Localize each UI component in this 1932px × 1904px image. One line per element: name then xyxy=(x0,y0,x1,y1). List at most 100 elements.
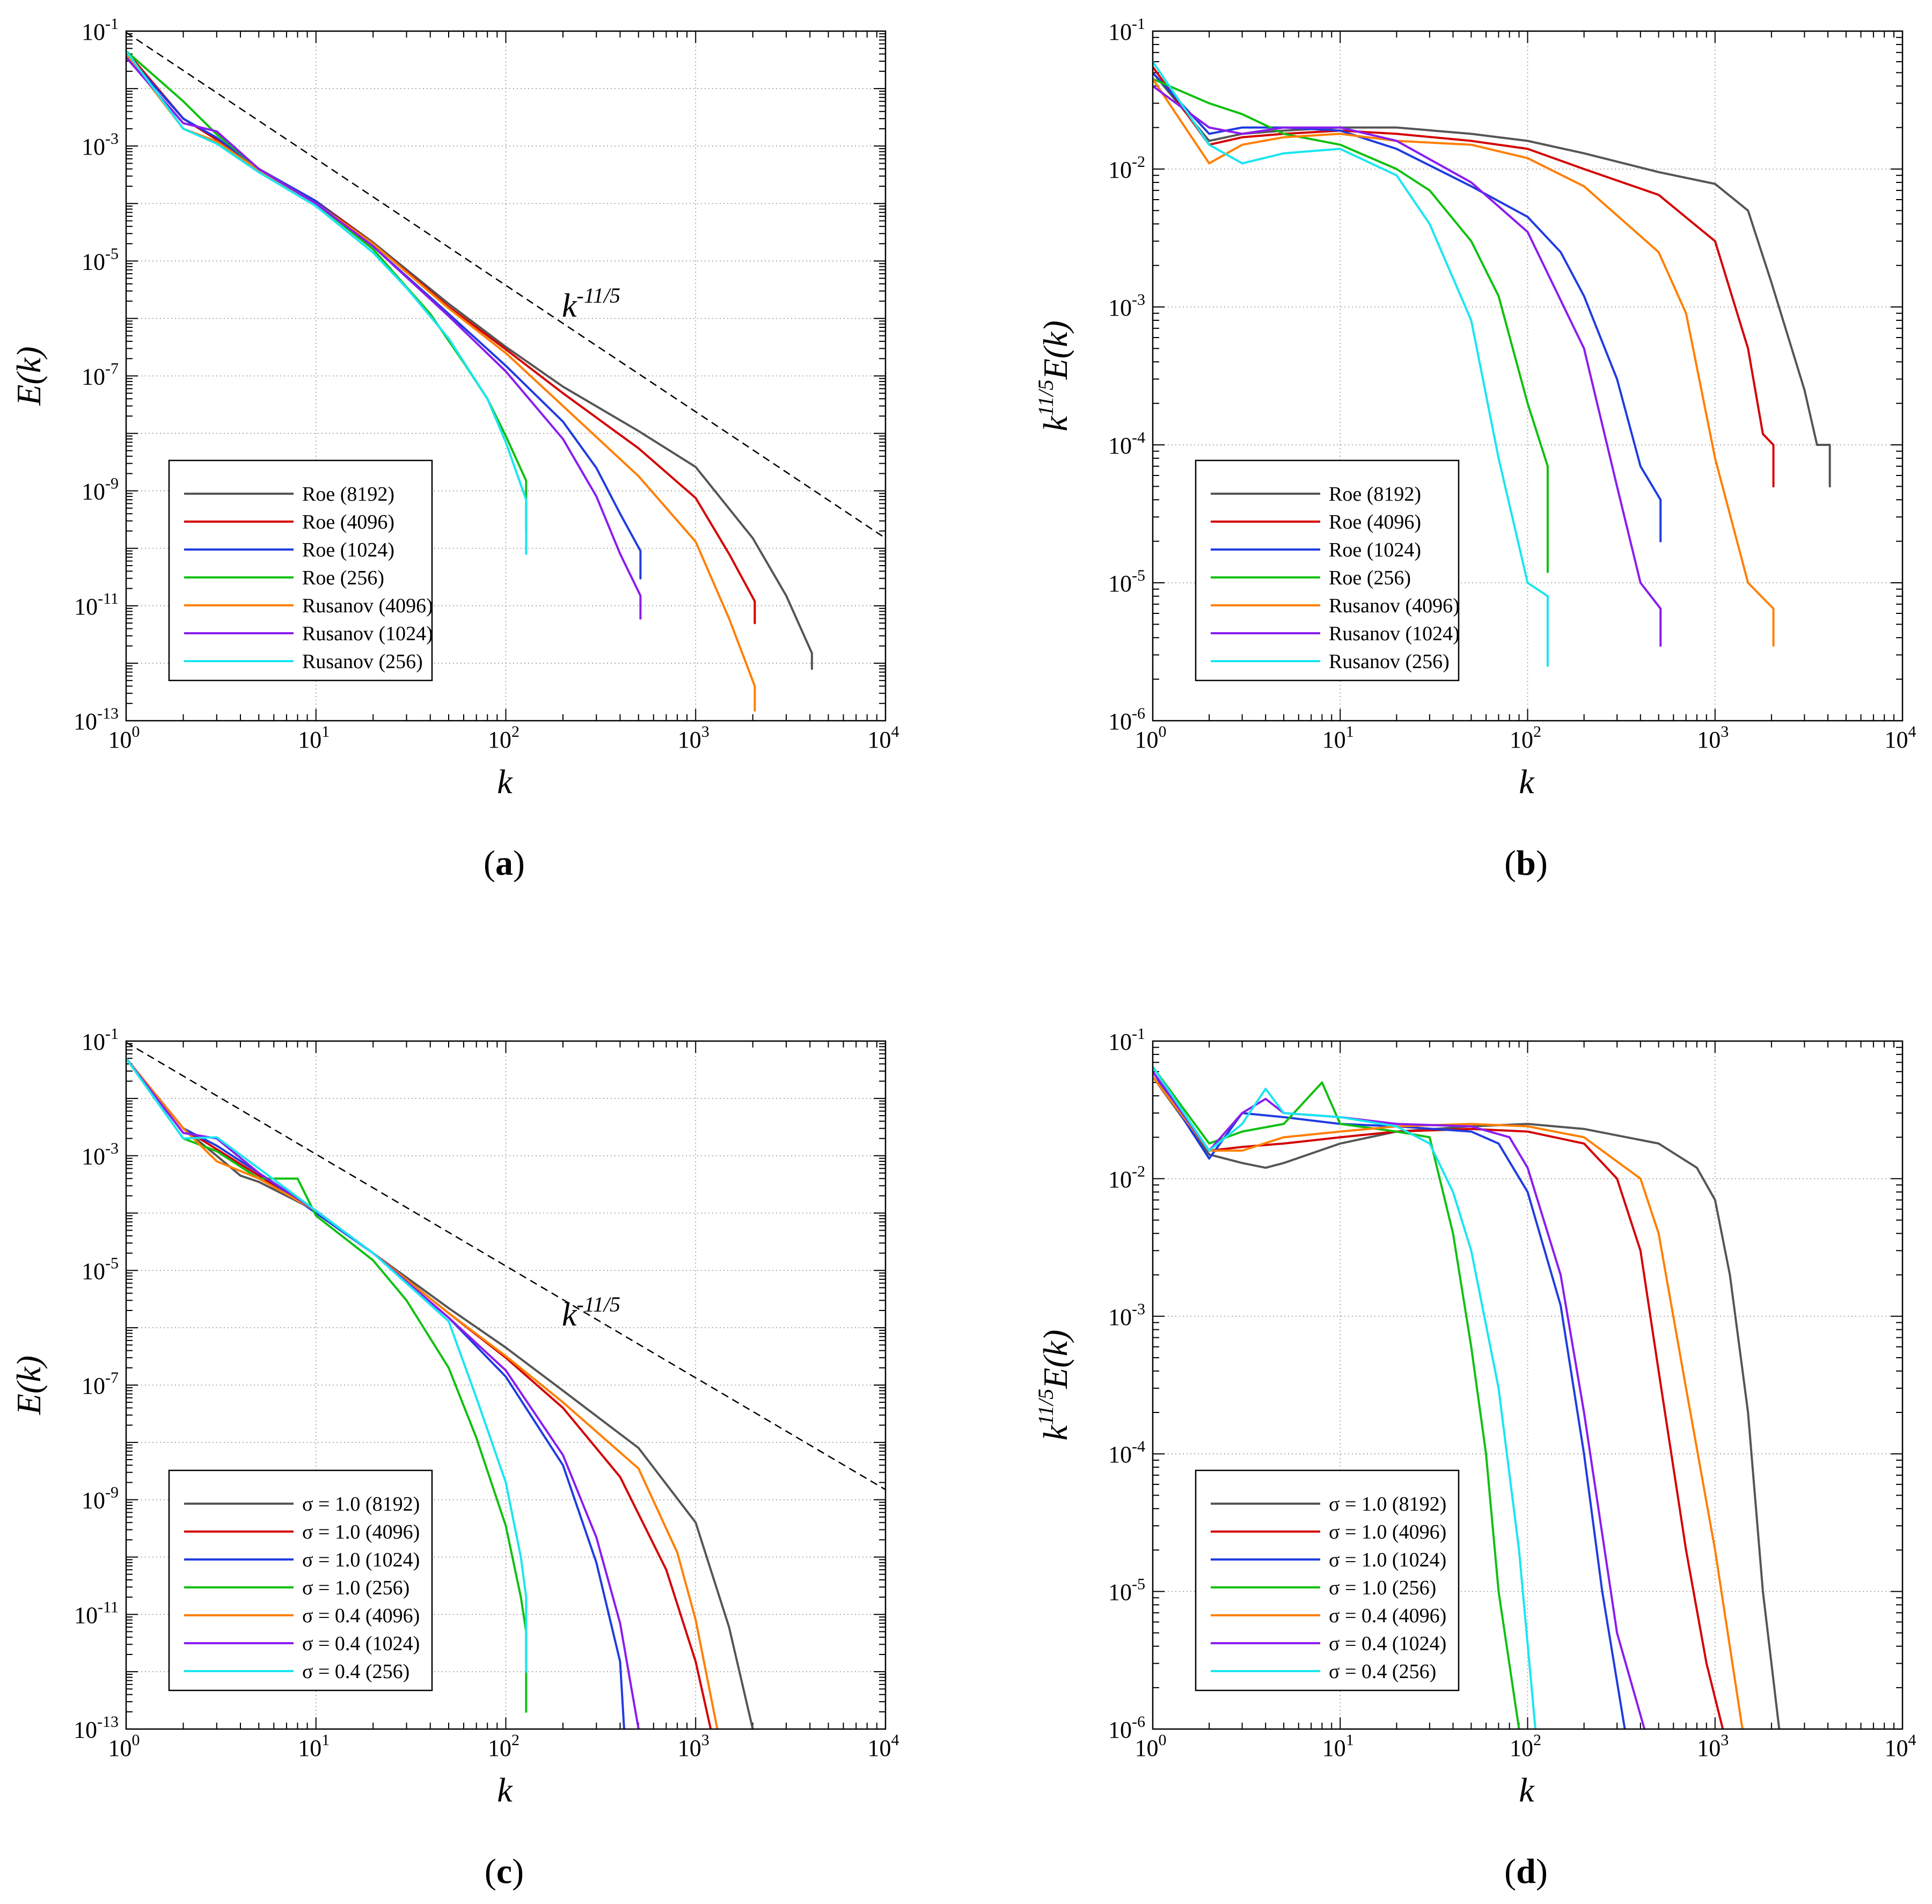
legend-box xyxy=(1195,1469,1460,1691)
legend-label: Roe (1024) xyxy=(1329,539,1421,561)
series-line-3 xyxy=(1153,71,1662,543)
legend-label: Roe (4096) xyxy=(1329,511,1421,533)
legend-label: Roe (4096) xyxy=(302,511,394,533)
series-line-4 xyxy=(1153,78,1549,573)
ticks xyxy=(126,31,885,721)
legend-box xyxy=(168,459,433,682)
y-tick-label: 10-1 xyxy=(82,15,119,45)
series-line-1 xyxy=(126,1057,754,1729)
series-line-1 xyxy=(1153,1075,1781,1729)
x-tick-label: 104 xyxy=(1885,1731,1916,1761)
plot-frame xyxy=(1152,1040,1904,1730)
panel-b: 100 101 102 103 104 10-1 10-2 10-3 10-4 10-5 10-6 k… xyxy=(1034,15,1916,883)
legend-label: Rusanov (256) xyxy=(1329,650,1450,673)
legend-label: σ = 0.4 (256) xyxy=(1329,1660,1436,1683)
x-axis-label: k xyxy=(497,763,513,801)
y-tick-label: 10-7 xyxy=(82,1369,119,1399)
x-tick-label: 102 xyxy=(1510,1731,1541,1761)
y-tick-label: 10-5 xyxy=(82,245,119,275)
legend-label: σ = 0.4 (1024) xyxy=(1329,1632,1446,1655)
series-line-2 xyxy=(126,50,756,625)
y-tick-label: 10-4 xyxy=(1108,429,1145,459)
legend-label: σ = 0.4 (256) xyxy=(302,1660,409,1683)
x-tick-label: 100 xyxy=(108,1731,140,1761)
x-tick-label: 104 xyxy=(868,1731,899,1761)
panel-caption: (c) xyxy=(485,1852,524,1891)
x-tick-label: 104 xyxy=(1885,723,1916,753)
series-line-3 xyxy=(126,53,642,580)
legend-label: Rusanov (4096) xyxy=(302,595,433,617)
y-tick-label: 10-6 xyxy=(1108,1713,1145,1743)
series-line-6 xyxy=(1153,1070,1646,1729)
ticks xyxy=(1152,1041,1902,1730)
legend-box xyxy=(168,1469,433,1691)
x-tick-label: 101 xyxy=(1322,1731,1354,1761)
y-tick-label: 10-11 xyxy=(74,590,119,620)
series-line-5 xyxy=(1153,1075,1744,1729)
x-tick-label: 100 xyxy=(1135,723,1167,753)
legend: Roe (8192) Roe (4096) Roe (1024) Roe (256) R… xyxy=(1195,459,1460,682)
x-tick-label: 103 xyxy=(1697,723,1729,753)
y-tick-label: 10-3 xyxy=(82,130,119,160)
y-tick-label: 10-9 xyxy=(82,1484,119,1514)
x-tick-label: 103 xyxy=(678,1731,709,1761)
legend-label: σ = 0.4 (1024) xyxy=(302,1632,420,1655)
y-tick-label: 10-3 xyxy=(1108,1300,1145,1330)
legend-label: σ = 1.0 (8192) xyxy=(1329,1493,1446,1515)
slope-annotation: k-11/5 xyxy=(562,283,620,324)
reference-slope-line xyxy=(126,32,885,539)
plot-frame xyxy=(125,30,887,722)
y-tick-label: 10-4 xyxy=(1108,1438,1145,1468)
series-line-5 xyxy=(1153,78,1775,647)
y-tick-label: 10-3 xyxy=(1108,291,1145,321)
legend-box xyxy=(1195,459,1460,682)
x-tick-label: 101 xyxy=(298,723,330,753)
series-group xyxy=(126,1057,754,1729)
slope-annotation: k-11/5 xyxy=(562,1292,620,1333)
x-tick-label: 103 xyxy=(1697,1731,1729,1761)
y-axis-label: k11/5E(k) xyxy=(1034,320,1074,431)
y-tick-label: 10-13 xyxy=(74,705,119,735)
y-axis-label: k11/5E(k) xyxy=(1034,1330,1074,1441)
y-tick-label: 10-5 xyxy=(1108,1576,1145,1606)
series-line-1 xyxy=(1153,71,1831,488)
legend-label: Rusanov (256) xyxy=(302,650,423,673)
legend: Roe (8192) Roe (4096) Roe (1024) Roe (256) R… xyxy=(168,459,433,682)
legend-label: Roe (8192) xyxy=(1329,483,1421,506)
series-group xyxy=(1153,1066,1781,1729)
y-tick-label: 10-2 xyxy=(1108,1162,1145,1192)
series-line-2 xyxy=(1153,65,1775,488)
y-tick-label: 10-5 xyxy=(1108,567,1145,597)
series-line-5 xyxy=(126,1057,719,1729)
legend-label: Rusanov (4096) xyxy=(1329,595,1460,617)
y-tick-label: 10-5 xyxy=(82,1254,119,1284)
series-line-4 xyxy=(1153,1066,1520,1729)
legend-label: σ = 1.0 (256) xyxy=(1329,1577,1436,1599)
panel-caption: (a) xyxy=(484,844,525,883)
series-line-7 xyxy=(1153,1066,1536,1729)
series-group xyxy=(1153,61,1831,667)
legend-label: σ = 1.0 (4096) xyxy=(1329,1521,1446,1543)
y-tick-label: 10-2 xyxy=(1108,153,1145,183)
panel-c: 100 101 102 103 104 10-1 10-3 10-5 10-7 10-9 10-11… xyxy=(10,1025,899,1891)
legend-label: Rusanov (1024) xyxy=(302,623,433,645)
legend-label: σ = 0.4 (4096) xyxy=(302,1605,420,1627)
y-tick-label: 10-6 xyxy=(1108,705,1145,735)
x-tick-label: 100 xyxy=(108,723,140,753)
ticks xyxy=(126,1041,885,1730)
legend: σ = 1.0 (8192) σ = 1.0 (4096) σ = 1.0 (102… xyxy=(1195,1469,1460,1691)
y-tick-label: 10-11 xyxy=(74,1598,119,1628)
y-tick-label: 10-3 xyxy=(82,1140,119,1170)
series-line-4 xyxy=(126,1057,528,1713)
y-tick-label: 10-9 xyxy=(82,475,119,505)
legend-label: σ = 1.0 (8192) xyxy=(302,1493,420,1515)
y-tick-label: 10-13 xyxy=(74,1713,119,1743)
panel-caption: (b) xyxy=(1504,844,1548,883)
legend-label: Roe (8192) xyxy=(302,483,394,506)
x-axis-label: k xyxy=(497,1771,513,1809)
panel-d: 100 101 102 103 104 10-1 10-2 10-3 10-4 10-5 10-6 k… xyxy=(1034,1025,1916,1891)
y-tick-label: 10-1 xyxy=(82,1025,119,1055)
y-tick-label: 10-7 xyxy=(82,360,119,390)
series-line-7 xyxy=(126,50,528,555)
